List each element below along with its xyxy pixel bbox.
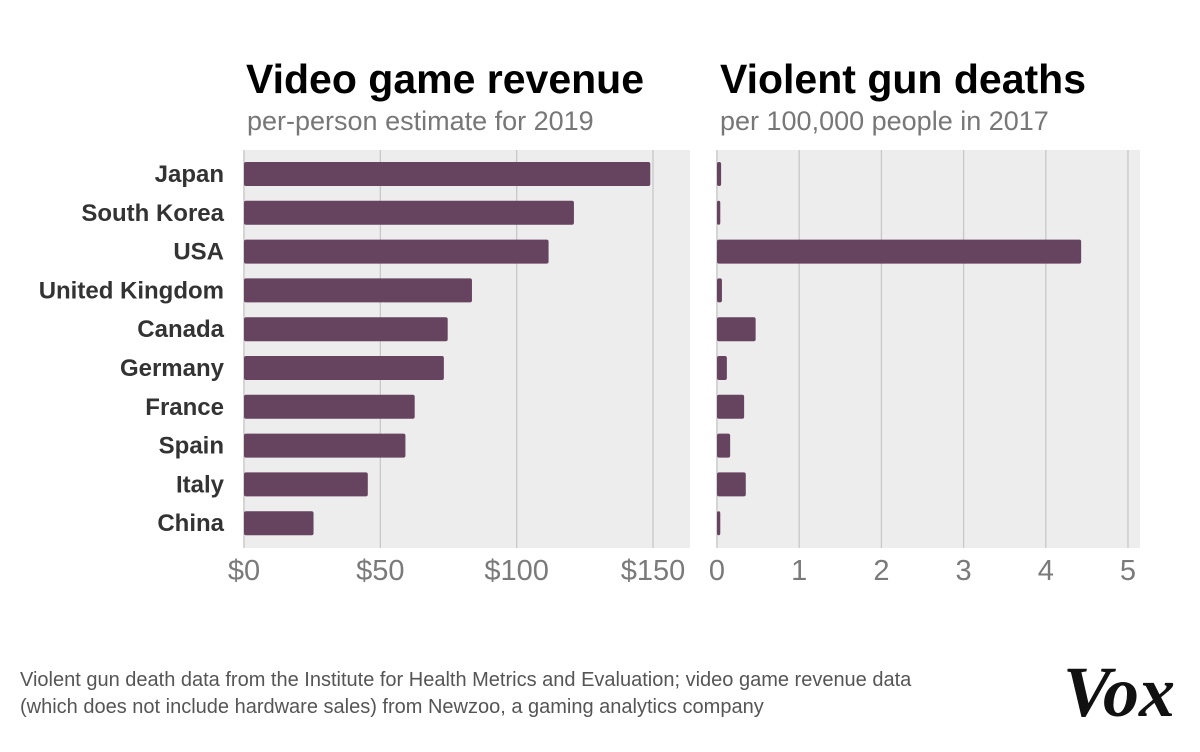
bar-south-korea	[244, 200, 574, 225]
bar-germany	[717, 356, 727, 380]
x-tick-label: 0	[709, 555, 725, 587]
category-label: United Kingdom	[39, 277, 224, 304]
bar-united-kingdom	[717, 278, 722, 303]
bar-canada	[244, 317, 448, 342]
x-tick-label: 2	[873, 555, 889, 587]
bar-usa	[244, 239, 549, 264]
category-label: France	[145, 394, 224, 421]
bar-china	[244, 511, 314, 536]
bar-canada	[717, 317, 756, 342]
plot-background-1	[716, 150, 1140, 548]
source-note-line-1: Violent gun death data from the Institut…	[20, 669, 912, 691]
x-tick-label: 4	[1038, 555, 1054, 587]
right-chart-title: Violent gun deaths	[720, 56, 1086, 102]
bar-south-korea	[717, 200, 721, 225]
bar-spain	[244, 433, 406, 458]
category-label: USA	[173, 239, 224, 266]
left-chart-title: Video game revenue	[246, 56, 644, 102]
x-tick-label: $0	[228, 555, 260, 587]
x-tick-label: $150	[621, 555, 686, 587]
bar-united-kingdom	[244, 278, 472, 303]
category-label: Italy	[176, 471, 225, 498]
x-tick-label: $50	[356, 555, 404, 587]
category-label: Japan	[155, 161, 224, 188]
left-chart-subtitle: per-person estimate for 2019	[247, 106, 594, 136]
category-label: South Korea	[81, 200, 224, 227]
bar-japan	[717, 162, 722, 186]
vox-logo: Vox	[1063, 652, 1175, 732]
category-label: China	[157, 510, 224, 537]
category-label: Germany	[120, 355, 225, 382]
category-label: Canada	[137, 316, 224, 343]
bar-spain	[717, 433, 731, 458]
bar-france	[717, 394, 745, 419]
bar-france	[244, 394, 415, 419]
bar-italy	[717, 472, 746, 497]
bar-china	[717, 511, 721, 536]
x-tick-label: 1	[791, 555, 807, 587]
source-note-line-2: (which does not include hardware sales) …	[20, 696, 764, 718]
bar-italy	[244, 472, 368, 497]
x-tick-label: 5	[1120, 555, 1136, 587]
bar-japan	[244, 162, 651, 186]
bar-germany	[244, 356, 444, 380]
right-chart-subtitle: per 100,000 people in 2017	[720, 106, 1049, 136]
bar-usa	[717, 239, 1082, 264]
category-label: Spain	[159, 433, 224, 460]
x-tick-label: 3	[956, 555, 972, 587]
source-note: Violent gun death data from the Institut…	[20, 667, 1020, 721]
x-tick-label: $100	[484, 555, 549, 587]
